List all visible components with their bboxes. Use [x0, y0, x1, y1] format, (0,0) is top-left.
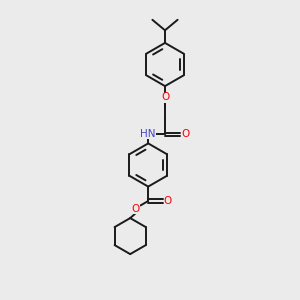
- Text: O: O: [131, 203, 140, 214]
- Text: O: O: [164, 196, 172, 206]
- Text: O: O: [161, 92, 169, 103]
- Text: O: O: [181, 129, 190, 140]
- Text: HN: HN: [140, 129, 156, 140]
